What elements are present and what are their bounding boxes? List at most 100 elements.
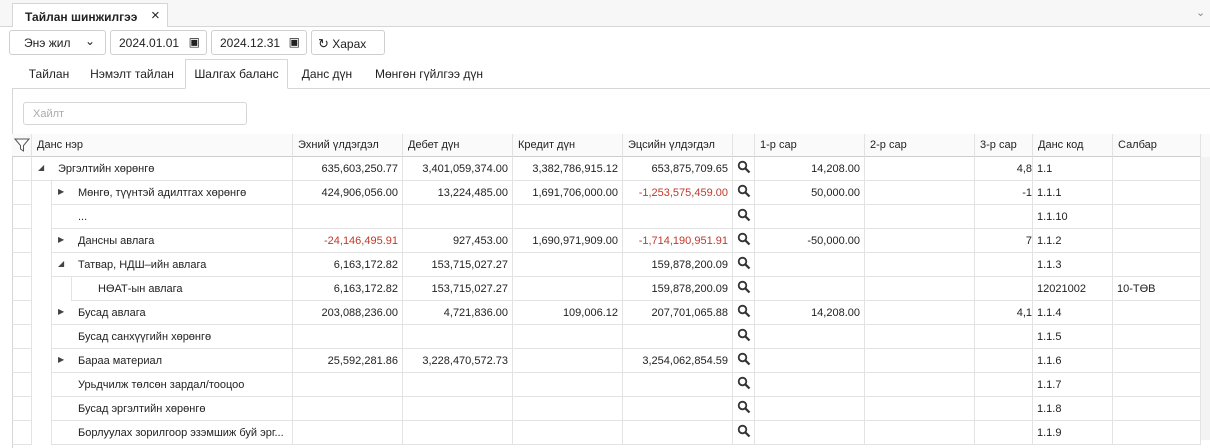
table-cell: 159,878,200.09 — [623, 253, 733, 277]
view-button[interactable]: ↻ Харах — [311, 30, 385, 55]
filter-icon[interactable] — [12, 134, 32, 157]
expander[interactable]: ▶ — [58, 187, 65, 196]
drilldown-button[interactable] — [733, 325, 755, 349]
column-header[interactable]: 3-р сар — [975, 134, 1033, 157]
subtab[interactable]: Тайлан — [28, 67, 70, 81]
drilldown-button[interactable] — [733, 301, 755, 325]
search-box[interactable]: Хайлт — [23, 102, 247, 125]
table-cell: 1.1.10 — [1033, 205, 1113, 229]
account-name-cell[interactable]: Эргэлтийн хөрөнгө ◢ — [32, 157, 293, 181]
dropdown-icon[interactable]: ⌄ — [1196, 7, 1206, 19]
table-cell: 635,603,250.77 — [293, 157, 403, 181]
table-cell: 203,088,236.00 — [293, 301, 403, 325]
table-cell — [865, 157, 975, 181]
column-header[interactable]: Эхний үлдэгдэл — [293, 134, 403, 157]
table-cell — [865, 397, 975, 421]
table-cell: -50,000.00 — [755, 229, 865, 253]
date-to[interactable]: 2024.12.31 ▣ — [211, 30, 307, 55]
column-header[interactable]: 2-р сар — [865, 134, 975, 157]
active-subtab[interactable]: Шалгах баланс — [185, 59, 288, 89]
subtab[interactable]: Мөнгөн гүйлгээ дүн — [375, 67, 483, 81]
indent-cell — [32, 205, 52, 229]
table-cell — [403, 397, 513, 421]
calendar-icon[interactable]: ▣ — [188, 35, 200, 49]
search-icon — [737, 352, 751, 366]
period-select[interactable]: Энэ жил ⌄ — [9, 30, 106, 55]
column-header[interactable]: Кредит дүн — [513, 134, 623, 157]
row-indicator — [12, 325, 32, 349]
account-name-cell[interactable]: ... — [52, 205, 293, 229]
subtab[interactable]: Данс дүн — [301, 67, 353, 81]
expander[interactable]: ▶ — [58, 355, 65, 364]
table-cell — [1113, 205, 1201, 229]
indent-cell — [32, 373, 52, 397]
search-icon — [737, 400, 751, 414]
drilldown-button[interactable] — [733, 253, 755, 277]
table-cell — [865, 325, 975, 349]
table-cell: 3,228,470,572.73 — [403, 349, 513, 373]
panel — [12, 88, 1210, 448]
close-icon[interactable]: × — [151, 7, 160, 24]
account-name-cell[interactable]: Бусад авлага ▶ — [52, 301, 293, 325]
account-name-cell[interactable]: Мөнгө, түүнтэй адилтгах хөрөнгө ▶ — [52, 181, 293, 205]
drilldown-button[interactable] — [733, 157, 755, 181]
account-name-cell[interactable]: Бараа материал ▶ — [52, 349, 293, 373]
drilldown-button[interactable] — [733, 373, 755, 397]
row-indicator — [12, 421, 32, 445]
row-indicator — [12, 349, 32, 373]
expander[interactable]: ▶ — [58, 235, 65, 244]
row-indicator — [12, 373, 32, 397]
table-cell — [293, 421, 403, 445]
scrollbar[interactable] — [1201, 157, 1210, 440]
drilldown-button[interactable] — [733, 181, 755, 205]
table-cell — [865, 229, 975, 253]
drilldown-button[interactable] — [733, 397, 755, 421]
search-icon — [737, 208, 751, 222]
account-name: Бусад санхүүгийн хөрөнгө — [78, 331, 212, 343]
account-name: Мөнгө, түүнтэй адилтгах хөрөнгө — [78, 187, 247, 199]
table-cell — [403, 421, 513, 445]
calendar-icon[interactable]: ▣ — [288, 35, 300, 49]
account-name-cell[interactable]: Бусад санхүүгийн хөрөнгө — [52, 325, 293, 349]
column-header[interactable]: Данс код — [1033, 134, 1113, 157]
account-name-cell[interactable]: Татвар, НДШ–ийн авлага ◢ — [52, 253, 293, 277]
account-name-cell[interactable]: НӨАТ-ын авлага — [72, 277, 293, 301]
table-cell — [623, 397, 733, 421]
drilldown-button[interactable] — [733, 421, 755, 445]
drilldown-button[interactable] — [733, 277, 755, 301]
account-name-cell[interactable]: Борлуулах зорилгоор эзэмшиж буй эрг... — [52, 421, 293, 445]
date-text: 2024.01.01 — [119, 36, 180, 50]
column-header[interactable]: Салбар — [1113, 134, 1201, 157]
window-tab[interactable]: Тайлан шинжилгээ × — [12, 3, 168, 27]
table-cell — [513, 397, 623, 421]
table-cell — [1113, 421, 1201, 445]
table-cell — [865, 373, 975, 397]
account-name-cell[interactable]: Урьдчилж төлсөн зардал/тооцоо — [52, 373, 293, 397]
table-cell: -1,253,575,459.00 — [623, 181, 733, 205]
column-header[interactable]: Данс нэр — [32, 134, 293, 157]
column-header[interactable]: 1-р сар — [755, 134, 865, 157]
expander[interactable]: ▶ — [58, 307, 65, 316]
expander[interactable]: ◢ — [38, 163, 45, 172]
date-from[interactable]: 2024.01.01 ▣ — [110, 30, 207, 55]
column-header[interactable]: Дебет дүн — [403, 134, 513, 157]
drilldown-button[interactable] — [733, 349, 755, 373]
expander[interactable]: ◢ — [58, 259, 65, 268]
drilldown-button[interactable] — [733, 229, 755, 253]
table-cell: 1.1.3 — [1033, 253, 1113, 277]
table-cell — [865, 349, 975, 373]
table-cell — [293, 373, 403, 397]
column-header[interactable]: Эцсийн үлдэгдэл — [623, 134, 733, 157]
drilldown-button[interactable] — [733, 205, 755, 229]
account-name-cell[interactable]: Дансны авлага ▶ — [52, 229, 293, 253]
table-cell: 13,224,485.00 — [403, 181, 513, 205]
table-cell: 1.1.7 — [1033, 373, 1113, 397]
table-cell: 1,691,706,000.00 — [513, 181, 623, 205]
table-cell — [403, 205, 513, 229]
table-cell: -1 — [975, 181, 1033, 205]
account-name-cell[interactable]: Бусад эргэлтийн хөрөнгө — [52, 397, 293, 421]
tab-title: Тайлан шинжилгээ — [25, 10, 138, 24]
table-cell: 1.1.9 — [1033, 421, 1113, 445]
indent-cell — [32, 349, 52, 373]
subtab[interactable]: Нэмэлт тайлан — [90, 67, 174, 81]
